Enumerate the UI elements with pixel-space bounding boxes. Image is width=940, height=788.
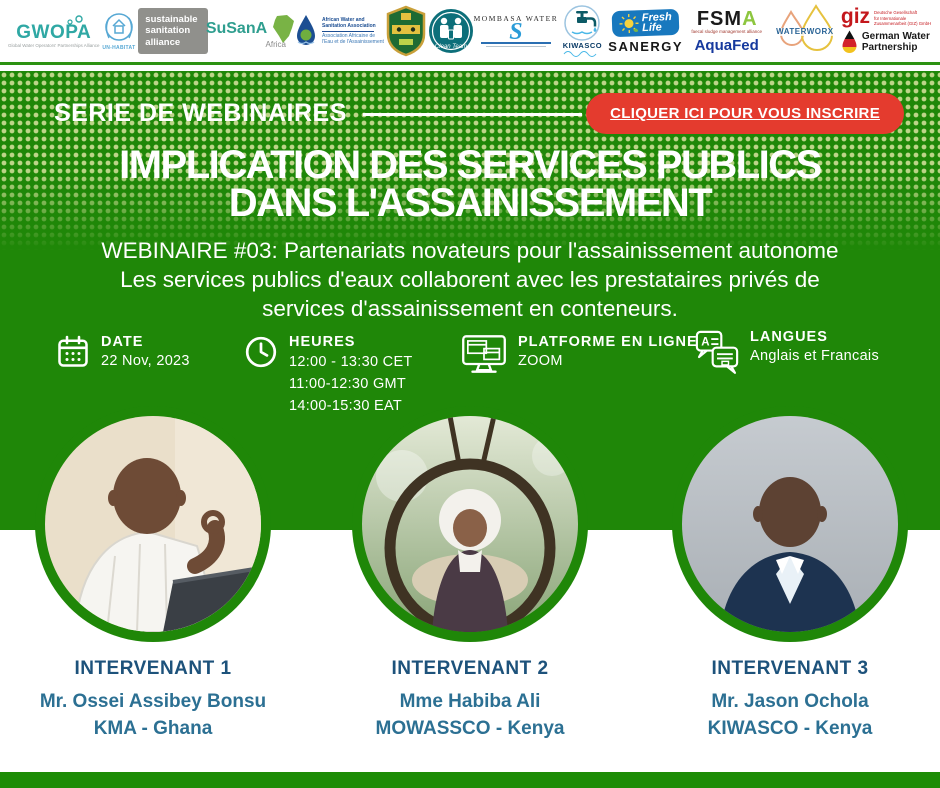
time-cet: 12:00 - 13:30 CET xyxy=(289,354,413,370)
register-button[interactable]: CLIQUER ICI POUR VOUS INSCRIRE xyxy=(586,93,904,134)
webinar-description: WEBINAIRE #03: Partenariats novateurs po… xyxy=(101,238,839,321)
platform-value: ZOOM xyxy=(518,353,563,369)
calendar-icon xyxy=(58,335,88,367)
susana-wordmark: SuSanA xyxy=(205,19,268,37)
afwasa-logo: African Water and Sanitation Association… xyxy=(294,14,384,48)
speaker-org: KMA - Ghana xyxy=(93,718,213,739)
script-flourish-icon xyxy=(564,50,597,57)
series-title: SERIE DE WEBINAIRES xyxy=(54,99,347,127)
time-gmt: 11:00-12:30 GMT xyxy=(289,376,407,392)
time-eat: 14:00-15:30 EAT xyxy=(289,398,403,414)
footer-bar xyxy=(0,772,940,788)
speaker-photo-3 xyxy=(682,416,898,632)
speaker-caption-3: INTERVENANT 3 Mr. Jason Ochola KIWASCO -… xyxy=(630,658,940,740)
waterworx-wordmark: WATERWORX xyxy=(775,27,835,36)
gwopa-bubbles-icon xyxy=(67,15,83,25)
un-habitat-emblem-icon xyxy=(105,13,133,41)
water-tap-icon xyxy=(564,5,601,41)
logo-band: GWOPA Global Water Operators' Partnershi… xyxy=(0,0,940,62)
kiwasco-logo: KIWASCO xyxy=(558,5,607,57)
fsma-wordmark: FSM A xyxy=(696,7,757,30)
crest-shield-icon xyxy=(386,5,426,57)
languages-label: LANGUES xyxy=(750,329,828,345)
platform-info: PLATFORME EN LIGNE ZOOM xyxy=(460,334,698,374)
speaker-org: KIWASCO - Kenya xyxy=(707,718,873,739)
horizontal-rule xyxy=(362,113,583,116)
speaker-name: Mr. Jason Ochola xyxy=(711,691,869,712)
fsma-tagline: faecal sludge management alliance xyxy=(691,28,762,34)
giz-wordmark: giz xyxy=(840,5,871,29)
clean-team-logo: Clean Team xyxy=(428,8,474,54)
monitor-icon xyxy=(462,335,506,373)
freshlife-sanergy-logos: Fresh Life SANERGY xyxy=(607,8,685,54)
gwopa-wordmark: GWOPA xyxy=(16,22,92,44)
time-label: HEURES xyxy=(289,334,356,350)
divider-line xyxy=(0,62,940,65)
gwopa-logo: GWOPA Global Water Operators' Partnershi… xyxy=(8,13,99,49)
languages-info: A LANGUES Anglais et Francais xyxy=(694,329,879,375)
languages-value: Anglais et Francais xyxy=(750,348,880,364)
susana-region-label: Africa xyxy=(265,39,286,49)
speaker-caption-1: INTERVENANT 1 Mr. Ossei Assibey Bonsu KM… xyxy=(0,658,313,740)
main-title: IMPLICATION DES SERVICES PUBLICS DANS L'… xyxy=(119,143,822,225)
aquafed-wordmark: AquaFed xyxy=(694,37,759,55)
giz-logo: giz Deutsche Gesellschaft für Internatio… xyxy=(840,5,932,29)
sun-leaves-icon xyxy=(619,13,639,33)
gwopa-tagline: Global Water Operators' Partnerships All… xyxy=(8,43,100,49)
giz-gwp-logos: giz Deutsche Gesellschaft für Internatio… xyxy=(840,5,932,54)
sanergy-wordmark: SANERGY xyxy=(608,38,684,54)
speaker-org: MOWASSCO - Kenya xyxy=(375,718,565,739)
speaker-role: INTERVENANT 3 xyxy=(711,658,869,679)
german-flag-drop-icon xyxy=(842,30,857,53)
speaker-role: INTERVENANT 2 xyxy=(391,658,549,679)
clean-team-label: Clean Team xyxy=(435,44,467,50)
speaker-role: INTERVENANT 1 xyxy=(74,658,232,679)
africa-map-icon xyxy=(273,14,295,43)
water-drop-icon xyxy=(296,15,315,45)
mombasa-water-label: MOMBASA WATER xyxy=(473,13,559,23)
series-header-row: SERIE DE WEBINAIRES CLIQUER ICI POUR VOU… xyxy=(0,71,940,134)
date-info: DATE 22 Nov, 2023 xyxy=(55,334,190,370)
kiwasco-label: KIWASCO xyxy=(562,41,603,51)
translate-icon: A xyxy=(695,330,739,374)
divider xyxy=(321,30,374,32)
clean-team-emblem-icon: Clean Team xyxy=(428,9,473,53)
fsma-aquafed-logos: FSM A faecal sludge management alliance … xyxy=(685,9,769,54)
date-label: DATE xyxy=(101,334,144,350)
clock-icon xyxy=(245,336,277,368)
speaker-caption-2: INTERVENANT 2 Mme Habiba Ali MOWASSCO - … xyxy=(310,658,630,740)
un-habitat-logo: UN-HABITAT xyxy=(99,11,138,51)
fresh-life-logo: Fresh Life xyxy=(611,8,680,37)
kma-crest-logo xyxy=(384,5,428,57)
letter-a-glyph: A xyxy=(701,337,709,349)
stylized-s-drop-icon: S xyxy=(509,19,523,46)
speaker-name: Mr. Ossei Assibey Bonsu xyxy=(39,691,267,712)
double-drop-icon xyxy=(779,4,833,51)
mombasa-water-logo: MOMBASA WATER S xyxy=(474,15,558,48)
time-info: HEURES 12:00 - 13:30 CET 11:00-12:30 GMT… xyxy=(243,334,413,416)
divider xyxy=(485,46,546,48)
german-water-partnership-logo: German Water Partnership xyxy=(841,30,930,54)
sustainable-sanitation-alliance-logo: sustainable sanitation alliance xyxy=(138,8,208,54)
date-value: 22 Nov, 2023 xyxy=(101,353,190,369)
un-habitat-label: UN-HABITAT xyxy=(102,45,136,51)
susana-africa-logo: SuSanA Africa xyxy=(205,14,295,49)
speaker-photo-1 xyxy=(45,416,261,632)
waterworx-logo: WATERWORX xyxy=(769,3,841,59)
speaker-photo-2 xyxy=(362,416,578,632)
speaker-name: Mme Habiba Ali xyxy=(399,691,541,712)
platform-label: PLATFORME EN LIGNE xyxy=(518,334,698,350)
divider xyxy=(480,42,551,45)
